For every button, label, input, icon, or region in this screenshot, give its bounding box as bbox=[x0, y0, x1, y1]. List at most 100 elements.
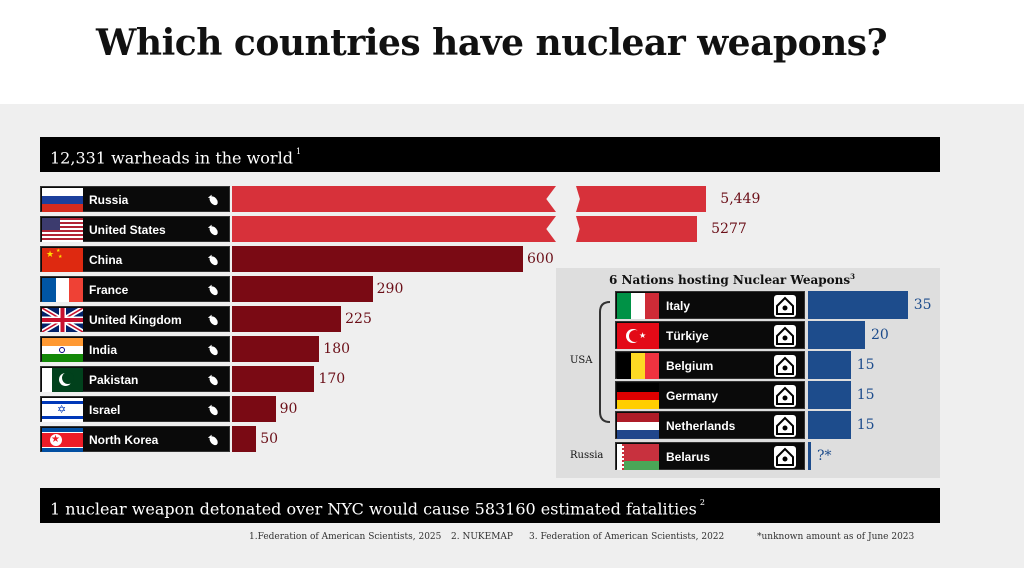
host-country-name: Belgium bbox=[666, 359, 714, 373]
host-bar-netherlands bbox=[808, 411, 851, 439]
bar-north-korea bbox=[232, 426, 257, 452]
country-name: Pakistan bbox=[89, 373, 139, 387]
host-row-germany: Germany bbox=[615, 381, 805, 409]
footnote-1: 1.Federation of American Scientists, 202… bbox=[249, 532, 442, 542]
bomb-icon bbox=[207, 284, 218, 296]
country-name: France bbox=[89, 283, 129, 297]
host-country-name: Belarus bbox=[666, 450, 711, 464]
value-label-israel: 90 bbox=[279, 401, 298, 417]
united-kingdom-flag-icon bbox=[42, 308, 83, 332]
bunker-icon bbox=[774, 385, 796, 407]
group-label-usa: USA bbox=[570, 355, 593, 366]
bar-france bbox=[232, 276, 373, 302]
world-total-bar: 12,331 warheads in the world 1 bbox=[40, 137, 940, 172]
bunker-icon bbox=[774, 325, 796, 347]
row-label-united-states: United States bbox=[40, 216, 230, 242]
host-bar-belgium bbox=[808, 351, 851, 379]
north-korea-flag-icon: ★ bbox=[42, 428, 83, 452]
fatality-text: 1 nuclear weapon detonated over NYC woul… bbox=[50, 499, 697, 519]
world-total-text: 12,331 warheads in the world bbox=[50, 148, 293, 168]
belgium-flag-icon bbox=[617, 353, 659, 379]
fatality-note: 2 bbox=[699, 498, 705, 507]
bomb-icon bbox=[207, 374, 218, 386]
host-value-belarus: ?* bbox=[817, 448, 832, 464]
bar-china bbox=[232, 246, 523, 272]
row-label-israel: ✡ Israel bbox=[40, 396, 230, 422]
hosting-title: 6 Nations hosting Nuclear Weapons3 bbox=[609, 272, 856, 287]
bar-united-states bbox=[232, 216, 556, 242]
bunker-icon bbox=[774, 355, 796, 377]
host-value-italy: 35 bbox=[913, 297, 932, 313]
value-label-france: 290 bbox=[376, 281, 404, 297]
value-label-north-korea: 50 bbox=[260, 431, 279, 447]
host-value-belgium: 15 bbox=[856, 357, 875, 373]
host-country-name: Netherlands bbox=[666, 419, 736, 433]
host-row-netherlands: Netherlands bbox=[615, 411, 805, 439]
value-label-russia: 5,449 bbox=[720, 191, 761, 207]
pakistan-flag-icon bbox=[42, 368, 83, 392]
bomb-icon bbox=[207, 344, 218, 356]
value-label-pakistan: 170 bbox=[318, 371, 346, 387]
country-name: Russia bbox=[89, 193, 129, 207]
host-row-italy: Italy bbox=[615, 291, 805, 319]
bar-pakistan bbox=[232, 366, 315, 392]
value-label-united-kingdom: 225 bbox=[345, 311, 372, 327]
host-bar-italy bbox=[808, 291, 908, 319]
row-label-france: France bbox=[40, 276, 230, 302]
country-name: Israel bbox=[89, 403, 121, 417]
bomb-icon bbox=[207, 194, 218, 206]
host-row-turkiye: ★ Türkiye bbox=[615, 321, 805, 349]
host-bar-t-rkiye bbox=[808, 321, 865, 349]
row-label-north-korea: ★ North Korea bbox=[40, 426, 230, 452]
value-label-china: 600 bbox=[527, 251, 554, 267]
row-label-russia: Russia bbox=[40, 186, 230, 212]
host-country-name: Türkiye bbox=[666, 329, 709, 343]
host-value-netherlands: 15 bbox=[856, 417, 875, 433]
host-bar-germany bbox=[808, 381, 851, 409]
bomb-icon bbox=[207, 314, 218, 326]
bar-india bbox=[232, 336, 320, 362]
world-total-note: 1 bbox=[295, 147, 302, 156]
hosting-title-note: 3 bbox=[850, 272, 856, 281]
italy-flag-icon bbox=[617, 293, 659, 319]
value-label-india: 180 bbox=[323, 341, 351, 357]
china-flag-icon: ★ ★ ★ bbox=[42, 248, 83, 272]
fatality-bar: 1 nuclear weapon detonated over NYC woul… bbox=[40, 488, 940, 523]
footnote-3: 3. Federation of American Scientists, 20… bbox=[529, 532, 725, 542]
row-label-china: ★ ★ ★ China bbox=[40, 246, 230, 272]
row-label-pakistan: Pakistan bbox=[40, 366, 230, 392]
bunker-icon bbox=[774, 415, 796, 437]
bunker-icon bbox=[774, 446, 796, 468]
country-name: China bbox=[89, 253, 123, 267]
footnote-4: *unknown amount as of June 2023 bbox=[757, 532, 915, 542]
israel-flag-icon: ✡ bbox=[42, 398, 83, 422]
india-flag-icon bbox=[42, 338, 83, 362]
bomb-icon bbox=[207, 224, 218, 236]
germany-flag-icon bbox=[617, 383, 659, 409]
value-label-united-states: 5277 bbox=[711, 221, 747, 237]
country-name: India bbox=[89, 343, 118, 357]
host-country-name: Italy bbox=[666, 299, 691, 313]
page-title: Which countries have nuclear weapons? bbox=[96, 22, 888, 64]
bar-israel bbox=[232, 396, 276, 422]
united-states-flag-icon bbox=[42, 218, 83, 242]
bomb-icon bbox=[207, 434, 218, 446]
bomb-icon bbox=[207, 404, 218, 416]
bar-russia bbox=[232, 186, 556, 212]
group-label-russia: Russia bbox=[570, 450, 604, 461]
host-country-name: Germany bbox=[666, 389, 719, 403]
row-label-united-kingdom: United Kingdom bbox=[40, 306, 230, 332]
country-name: United States bbox=[89, 223, 166, 237]
bomb-icon bbox=[207, 254, 218, 266]
host-value-germany: 15 bbox=[856, 387, 875, 403]
bar-united-states-continued bbox=[576, 216, 698, 242]
bunker-icon bbox=[774, 295, 796, 317]
host-bar-belarus bbox=[808, 442, 811, 470]
row-label-india: India bbox=[40, 336, 230, 362]
country-name: United Kingdom bbox=[89, 313, 182, 327]
netherlands-flag-icon bbox=[617, 413, 659, 439]
host-value-t-rkiye: 20 bbox=[871, 327, 889, 343]
france-flag-icon bbox=[42, 278, 83, 302]
turkiye-flag-icon: ★ bbox=[617, 323, 659, 349]
host-row-belgium: Belgium bbox=[615, 351, 805, 379]
